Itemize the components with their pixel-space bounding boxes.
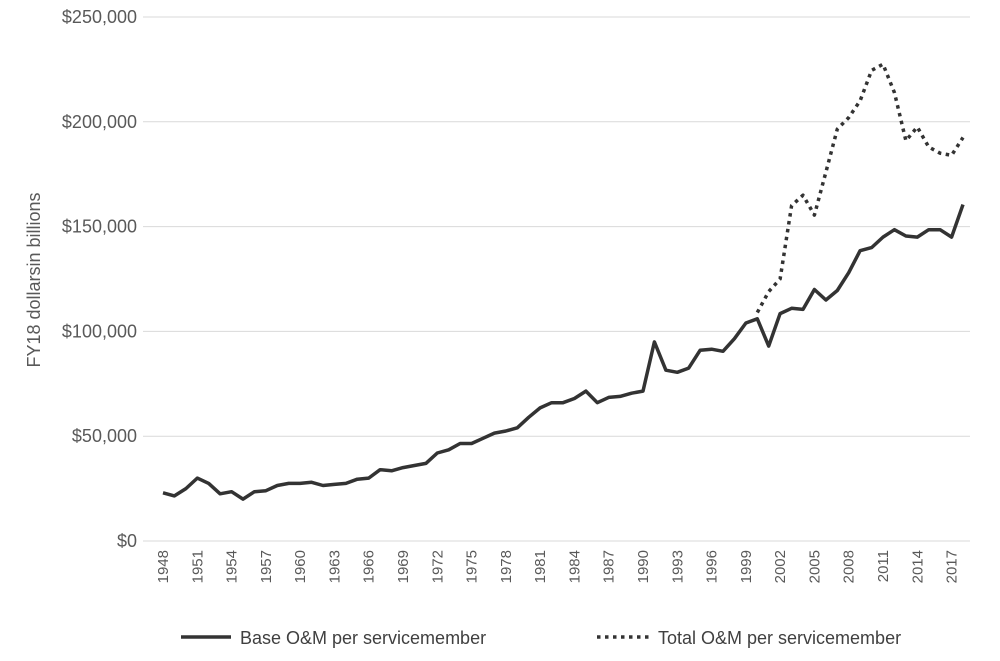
y-axis-title: FY18 dollarsin billions <box>24 192 44 367</box>
y-tick-label: $200,000 <box>62 112 137 132</box>
legend-label-total: Total O&M per servicemember <box>658 628 901 648</box>
x-tick-label: 1969 <box>395 550 412 583</box>
gridlines <box>143 16 970 437</box>
legend: Base O&M per servicemember Total O&M per… <box>181 628 901 648</box>
x-tick-label: 1990 <box>635 550 652 583</box>
x-axis-ticks: 1948 1951 1954 1957 1960 1963 1966 1969 1972 1975… <box>155 550 961 583</box>
x-tick-label: 1972 <box>429 550 446 583</box>
y-tick-label: $50,000 <box>72 426 137 446</box>
x-tick-label: 1963 <box>326 550 343 583</box>
y-axis-ticks: $0 $50,000 $100,000 $150,000 $200,000 $250,00… <box>62 7 137 551</box>
x-tick-label: 2002 <box>772 550 789 583</box>
x-tick-label: 1975 <box>464 550 481 583</box>
x-tick-label: 2017 <box>944 550 961 583</box>
x-tick-label: 1954 <box>224 550 241 583</box>
x-tick-label: 2008 <box>841 550 858 583</box>
x-tick-label: 1957 <box>258 550 275 583</box>
y-tick-label: $150,000 <box>62 217 137 237</box>
x-tick-label: 1993 <box>669 550 686 583</box>
series-line-base-om <box>162 204 965 501</box>
x-tick-label: 1960 <box>292 550 309 583</box>
y-tick-label: $0 <box>117 531 137 551</box>
x-tick-label: 2014 <box>909 550 926 583</box>
x-tick-label: 1987 <box>601 550 618 583</box>
x-tick-label: 1978 <box>498 550 515 583</box>
y-tick-label: $100,000 <box>62 321 137 341</box>
x-tick-label: 1999 <box>738 550 755 583</box>
legend-label-base: Base O&M per servicemember <box>240 628 486 648</box>
x-tick-label: 1951 <box>189 550 206 583</box>
series-lines <box>162 62 965 501</box>
x-tick-label: 2005 <box>806 550 823 583</box>
x-tick-label: 1996 <box>704 550 721 583</box>
x-tick-label: 1966 <box>361 550 378 583</box>
x-tick-label: 1948 <box>155 550 172 583</box>
y-tick-label: $250,000 <box>62 7 137 27</box>
x-tick-label: 1984 <box>566 550 583 583</box>
x-tick-label: 1981 <box>532 550 549 583</box>
series-line-total-om <box>755 62 965 314</box>
x-tick-label: 2011 <box>875 550 892 582</box>
